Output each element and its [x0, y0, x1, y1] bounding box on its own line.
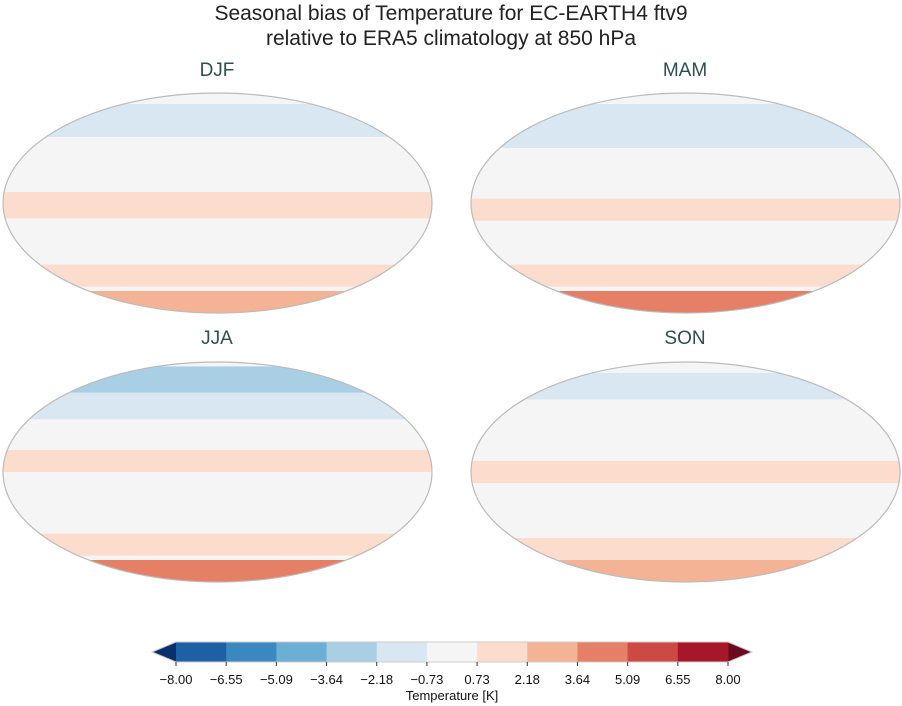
colorbar-label: Temperature [K] [405, 688, 499, 703]
colorbar-bin [276, 642, 328, 662]
bias-band [3, 533, 432, 556]
colorbar-bin [577, 642, 629, 662]
bias-band [471, 104, 900, 148]
colorbar-tick-label: −5.09 [259, 672, 293, 687]
map-outline [470, 92, 901, 314]
figure-title-line-2: relative to ERA5 climatology at 850 hPa [265, 27, 637, 50]
colorbar [150, 641, 754, 666]
colorbar-tick-label: −8.00 [159, 672, 193, 687]
panel-title-jja: JJA [201, 328, 233, 349]
bias-band [471, 461, 900, 483]
bias-band [3, 560, 432, 582]
bias-band [3, 192, 432, 219]
colorbar-tick-label: 6.55 [665, 672, 691, 687]
bias-band [3, 291, 432, 313]
bias-band [471, 560, 900, 582]
map-jja [3, 362, 432, 582]
map-outline [2, 92, 433, 314]
figure-title-line-1: Seasonal bias of Temperature for EC-EART… [214, 2, 688, 25]
map-son [471, 362, 900, 582]
colorbar-tick-label: 3.64 [564, 672, 591, 687]
colorbar-tick-label: 0.73 [464, 672, 490, 687]
bias-band [3, 392, 432, 420]
panel-title-djf: DJF [199, 60, 235, 81]
colorbar-bin [326, 642, 378, 662]
panel-title-son: SON [664, 328, 706, 349]
colorbar-bin [677, 642, 729, 662]
bias-band [3, 104, 432, 137]
bias-band [3, 264, 432, 287]
colorbar-under-arrow [152, 642, 176, 662]
bias-band [471, 264, 900, 287]
bias-band [3, 366, 432, 393]
map-djf [3, 93, 432, 313]
colorbar-over-arrow [728, 642, 752, 662]
colorbar-tick-label: 5.09 [614, 672, 641, 687]
map-mam [471, 93, 900, 313]
panel-title-mam: MAM [662, 60, 708, 81]
colorbar-bin [527, 642, 578, 662]
bias-band [471, 538, 900, 560]
colorbar-bin [477, 642, 528, 662]
colorbar-bin [627, 642, 679, 662]
bias-band [3, 450, 432, 472]
colorbar-tick-label: 8.00 [715, 672, 741, 687]
colorbar-bin [176, 642, 227, 662]
colorbar-tick-label: −0.73 [410, 672, 444, 687]
colorbar-bin [426, 642, 478, 662]
colorbar-tick-label: −3.64 [310, 672, 343, 687]
bias-band [471, 373, 900, 400]
colorbar-tick-label: 2.18 [514, 672, 540, 687]
bias-band [471, 198, 900, 221]
colorbar-tick-label: −6.55 [209, 672, 243, 687]
bias-band [471, 291, 900, 313]
colorbar-bin [226, 642, 277, 662]
map-outline [470, 361, 901, 583]
colorbar-bin [376, 642, 428, 662]
map-outline [2, 361, 433, 583]
colorbar-tick-label: −2.18 [360, 672, 394, 687]
